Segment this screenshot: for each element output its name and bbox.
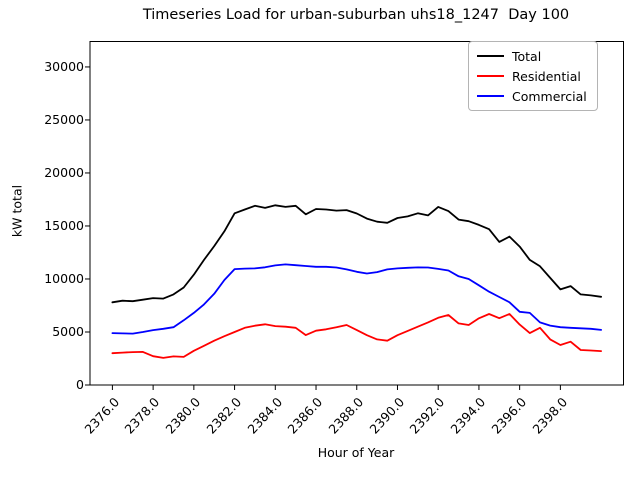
series-line-residential xyxy=(111,313,602,359)
legend-line-sample-total xyxy=(477,55,504,57)
legend-item-total: Total xyxy=(477,46,591,66)
series-line-commercial xyxy=(111,263,602,335)
x-axis-label: Hour of Year xyxy=(317,445,395,460)
y-tick-label: 10000 xyxy=(44,270,84,286)
legend-item-commercial: Commercial xyxy=(477,86,591,106)
legend: Total Residential Commercial xyxy=(468,41,598,111)
y-tick-label: 25000 xyxy=(44,111,84,127)
legend-label: Total xyxy=(512,48,542,64)
legend-line-sample-commercial xyxy=(477,95,504,97)
legend-item-residential: Residential xyxy=(477,66,591,86)
chart-title: Timeseries Load for urban-suburban uhs18… xyxy=(142,7,570,23)
legend-line-sample-residential xyxy=(477,75,504,77)
y-tick-label: 0 xyxy=(76,377,84,392)
series-line-total xyxy=(111,204,602,304)
legend-label: Commercial xyxy=(512,88,587,104)
y-tick-label: 15000 xyxy=(44,217,84,233)
y-tick-label: 20000 xyxy=(44,164,84,180)
y-tick-label: 5000 xyxy=(52,323,84,339)
legend-label: Residential xyxy=(512,68,581,84)
y-tick-label: 30000 xyxy=(44,58,84,74)
